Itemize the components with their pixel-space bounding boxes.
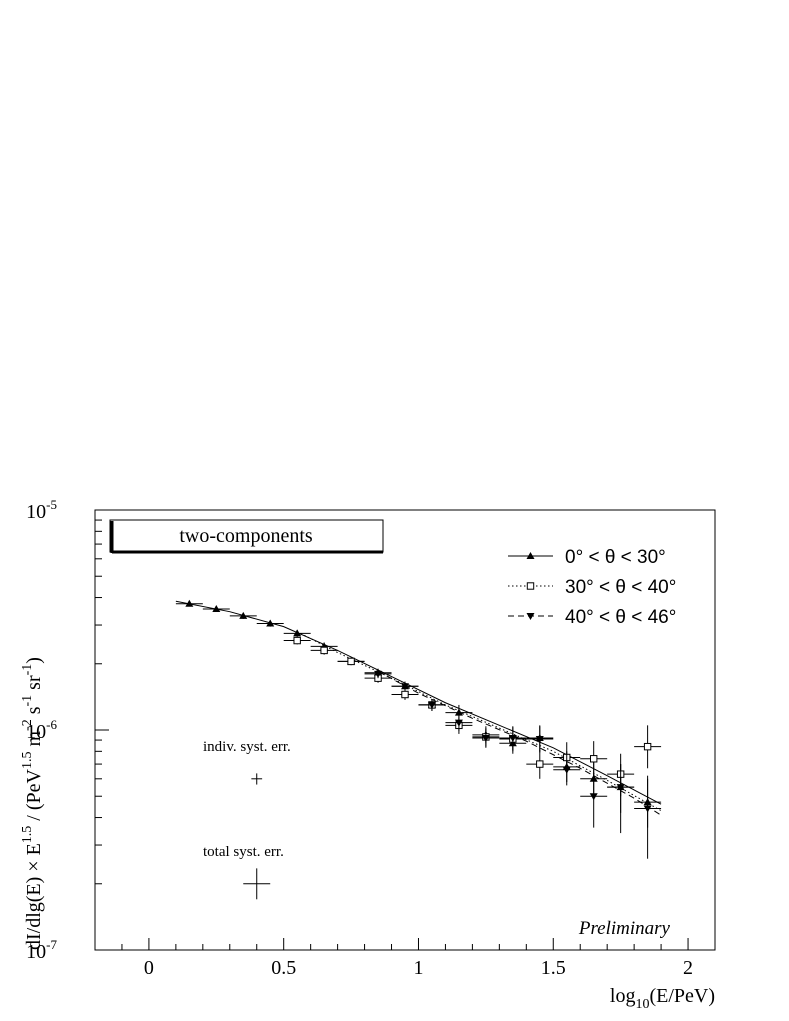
data-point xyxy=(643,742,652,751)
box-label-frame xyxy=(109,519,384,553)
x-tick-label: 2 xyxy=(683,957,693,979)
legend-label-1: 0° < θ < 30° xyxy=(565,547,666,568)
data-point xyxy=(536,760,544,768)
preliminary-label: Preliminary xyxy=(578,918,671,939)
data-point xyxy=(185,599,194,607)
data-point xyxy=(481,734,490,742)
data-point xyxy=(212,604,221,612)
data-point xyxy=(293,629,302,637)
data-point xyxy=(616,784,625,792)
axes-layer xyxy=(94,509,716,951)
data-point xyxy=(401,683,409,691)
y-tick-label: 10-6 xyxy=(26,717,57,743)
x-axis-label: log10(E/PeV) xyxy=(610,985,715,1012)
data-point xyxy=(589,793,598,801)
data-point xyxy=(535,736,544,744)
text-labels: 0 0.5 1 1.5 2 10-7 10-6 10-5 log10(E/PeV) dI/dlg(… xyxy=(20,497,715,1012)
plot-frame xyxy=(94,509,716,951)
y-axis-label: dI/dlg(E) × E1.5​ / (PeV1.5​ m-2​ s-1​ s… xyxy=(20,657,45,950)
data-point xyxy=(239,611,248,619)
data-point xyxy=(401,690,409,699)
x-tick-label: 1.5 xyxy=(541,957,566,979)
fit-curve-1 xyxy=(175,600,662,805)
data-point xyxy=(347,657,355,666)
data-point xyxy=(454,719,463,727)
legend-label-3: 40° < θ < 46° xyxy=(565,607,676,628)
y-tick-label: 10-7 xyxy=(26,937,57,963)
data-point xyxy=(526,582,535,590)
y-tick-label: 10-5 xyxy=(26,497,57,523)
syst-error-label: indiv. syst. err. xyxy=(203,739,291,755)
data-point xyxy=(266,619,275,627)
data-point xyxy=(589,755,598,763)
x-tick-label: 0 xyxy=(144,957,154,979)
data-point xyxy=(454,708,463,716)
data-point xyxy=(526,613,535,620)
x-tick-label: 0.5 xyxy=(271,957,296,979)
data-points xyxy=(175,599,662,900)
data-point xyxy=(293,636,301,645)
data-point xyxy=(562,766,571,774)
data-point xyxy=(320,646,328,655)
data-point xyxy=(526,552,535,559)
data-point xyxy=(427,701,436,709)
data-point xyxy=(643,805,652,813)
fit-curves xyxy=(175,600,662,816)
box-label-text: two-components xyxy=(179,525,313,547)
x-tick-label: 1 xyxy=(413,957,423,979)
data-point xyxy=(374,670,383,678)
syst-error-label: total syst. err. xyxy=(203,844,284,860)
legend-label-2: 30° < θ < 40° xyxy=(565,577,676,598)
data-point xyxy=(508,734,517,742)
fit-curve-3 xyxy=(377,670,662,816)
